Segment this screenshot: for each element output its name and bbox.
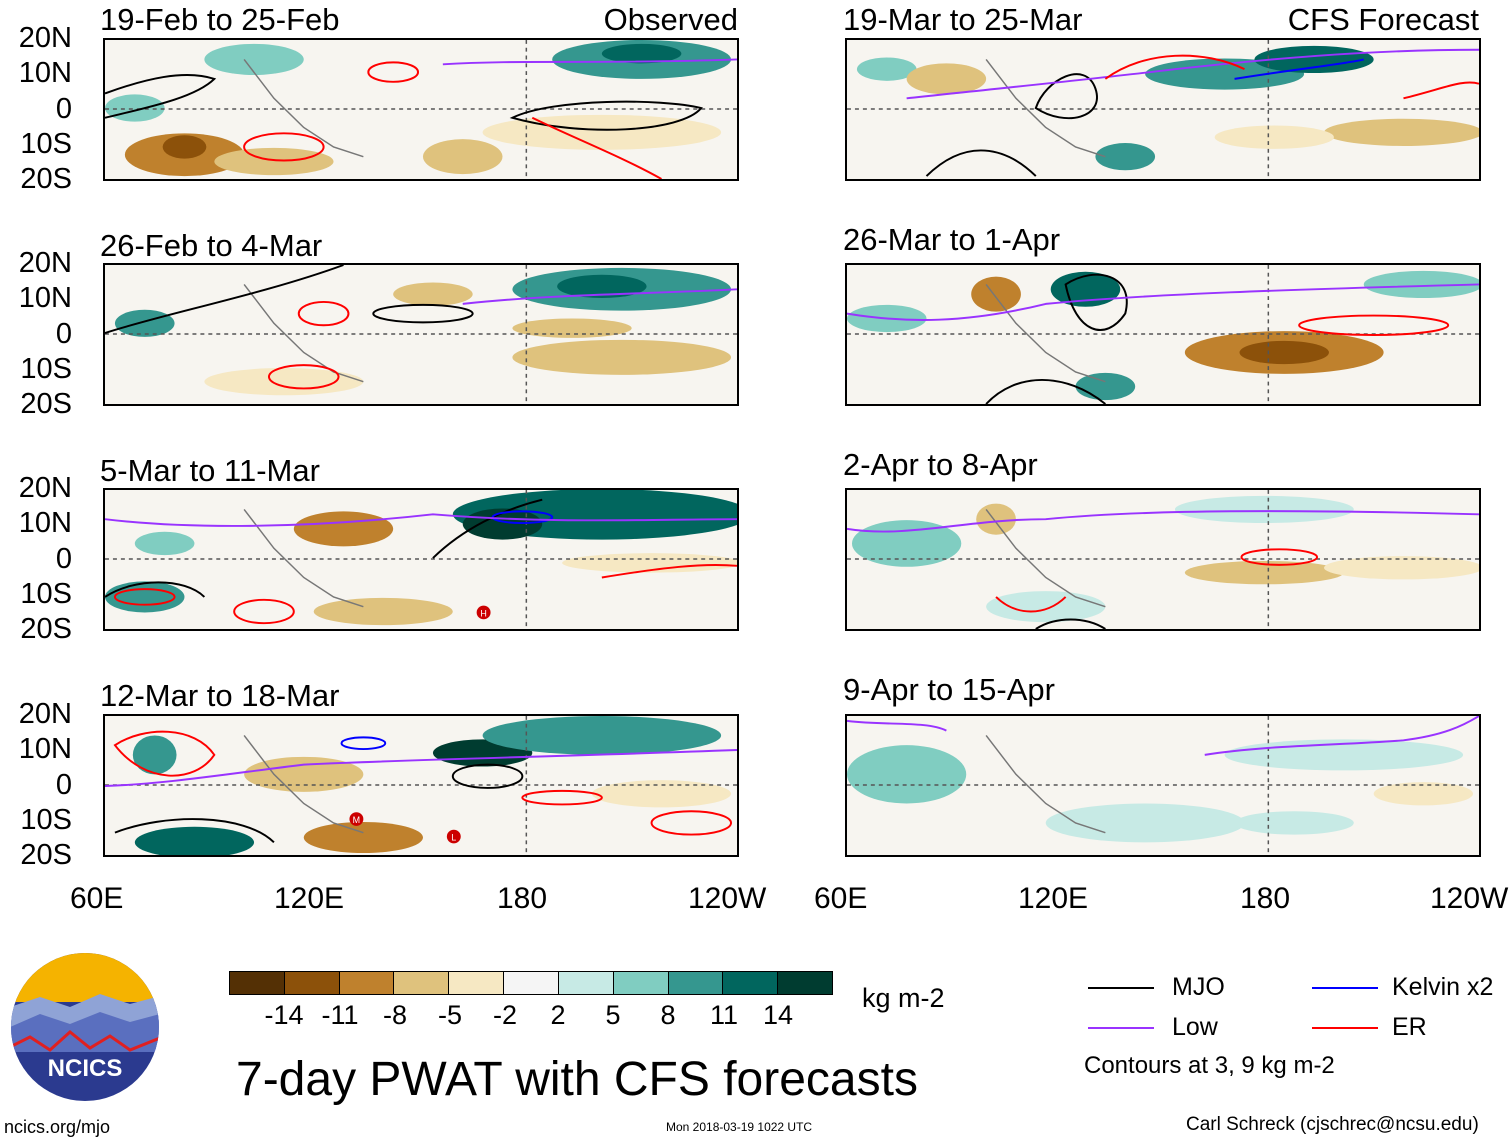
lat-label: 10S xyxy=(20,578,72,610)
colorbar-cell xyxy=(339,972,395,994)
pwat-anomaly-map: H xyxy=(105,490,737,629)
panel-title: 2-Apr to 8-Apr xyxy=(843,447,1038,482)
lon-label: 120W xyxy=(1430,882,1509,915)
page-title: 7-day PWAT with CFS forecasts xyxy=(236,1053,918,1106)
legend-swatch-mjo xyxy=(1088,987,1154,989)
lat-label: 20N xyxy=(18,247,72,279)
legend-label-er: ER xyxy=(1392,1013,1427,1041)
colorbar-label: 14 xyxy=(762,1000,794,1030)
panel-title: 9-Apr to 15-Apr xyxy=(843,672,1055,707)
panel-title: 5-Mar to 11-Mar xyxy=(100,453,320,488)
panel-title: 26-Feb to 4-Mar xyxy=(100,228,323,263)
panel-tag-cfs-forecast: CFS Forecast xyxy=(1287,2,1479,37)
lat-label: 20N xyxy=(18,22,72,54)
map-plot xyxy=(845,263,1481,406)
lat-label: 10S xyxy=(20,804,72,836)
lon-label: 60E xyxy=(814,882,868,915)
pwat-anomaly-map xyxy=(847,716,1479,855)
colorbar-label: -14 xyxy=(264,1000,304,1030)
lon-label: 60E xyxy=(70,882,124,915)
map-plot xyxy=(845,488,1481,631)
ncics-logo: NCICS xyxy=(11,953,159,1101)
panel-tag-observed: Observed xyxy=(603,2,738,37)
pwat-anomaly-map xyxy=(847,40,1479,179)
footer-timestamp: Mon 2018-03-19 1022 UTC xyxy=(666,1120,813,1134)
colorbar-label: -8 xyxy=(382,1000,407,1030)
lon-label: 180 xyxy=(1240,882,1291,915)
colorbar-label: 8 xyxy=(660,1000,676,1030)
map-plot xyxy=(845,714,1481,857)
lat-label: 10N xyxy=(18,507,72,539)
map-plot xyxy=(103,38,739,181)
colorbar-label: 2 xyxy=(550,1000,566,1030)
lat-label: 20S xyxy=(20,839,72,871)
tc-marker-label: M xyxy=(353,815,360,825)
colorbar-cell xyxy=(449,972,505,994)
pwat-anomaly-map xyxy=(105,40,737,179)
colorbar-label: -5 xyxy=(437,1000,462,1030)
lon-label: 120E xyxy=(1018,882,1089,915)
lat-label: 10S xyxy=(20,353,72,385)
tc-marker-label: H xyxy=(480,608,486,618)
lat-label: 20S xyxy=(20,163,72,195)
lat-label: 10S xyxy=(20,128,72,160)
map-plot: H xyxy=(103,488,739,631)
lat-label: 10N xyxy=(18,733,72,765)
map-plot: M L xyxy=(103,714,739,857)
legend-label-low: Low xyxy=(1172,1013,1218,1041)
lat-label: 10N xyxy=(18,282,72,314)
lat-label: 0 xyxy=(55,93,72,125)
lat-label: 20N xyxy=(18,472,72,504)
legend-swatch-low xyxy=(1088,1027,1154,1029)
lon-label: 120W xyxy=(688,882,767,915)
colorbar-cell xyxy=(778,972,832,994)
lat-label: 20S xyxy=(20,388,72,420)
tc-marker-h-icon xyxy=(476,605,491,620)
map-plot xyxy=(103,263,739,406)
contour-note: Contours at 3, 9 kg m-2 xyxy=(1084,1052,1335,1079)
colorbar-label: -2 xyxy=(492,1000,517,1030)
colorbar-cell xyxy=(284,972,340,994)
colorbar-label: 5 xyxy=(605,1000,621,1030)
legend-swatch-er xyxy=(1312,1027,1378,1029)
tc-marker-m-icon xyxy=(349,812,364,826)
lon-label: 120E xyxy=(274,882,345,915)
pwat-anomaly-map xyxy=(847,265,1479,404)
footer-url[interactable]: ncics.org/mjo xyxy=(4,1117,111,1137)
panel-title: 12-Mar to 18-Mar xyxy=(100,678,340,713)
lon-label: 180 xyxy=(497,882,548,915)
colorbar-label: 11 xyxy=(709,1000,739,1030)
colorbar-cell xyxy=(668,972,724,994)
pwat-anomaly-map: M L xyxy=(105,716,737,855)
pwat-anomaly-map xyxy=(847,490,1479,629)
colorbar-cell xyxy=(230,972,285,994)
lat-label: 0 xyxy=(55,318,72,350)
lat-label: 20N xyxy=(18,698,72,730)
colorbar-cell xyxy=(723,972,779,994)
panel-title: 19-Mar to 25-Mar xyxy=(843,2,1083,37)
colorbar-units: kg m-2 xyxy=(862,983,945,1013)
lat-label: 0 xyxy=(55,769,72,801)
legend-label-kelvin: Kelvin x2 xyxy=(1392,973,1494,1001)
legend-swatch-kelvin xyxy=(1312,987,1378,989)
lat-label: 0 xyxy=(55,543,72,575)
colorbar-cell xyxy=(504,972,559,994)
colorbar-label: -11 xyxy=(321,1000,359,1030)
map-plot xyxy=(845,38,1481,181)
footer-author: Carl Schreck (cjschrec@ncsu.edu) xyxy=(1186,1114,1479,1135)
tc-marker-l-icon xyxy=(446,829,461,844)
logo-text: NCICS xyxy=(48,1055,123,1082)
legend-label-mjo: MJO xyxy=(1172,973,1225,1001)
panel-title: 26-Mar to 1-Apr xyxy=(843,222,1061,257)
lat-label: 10N xyxy=(18,57,72,89)
pwat-anomaly-map xyxy=(105,265,737,404)
tc-marker-label: L xyxy=(451,833,456,843)
colorbar xyxy=(229,971,833,995)
colorbar-cell xyxy=(613,972,669,994)
lat-label: 20S xyxy=(20,613,72,645)
panel-title: 19-Feb to 25-Feb xyxy=(100,2,340,37)
colorbar-cell xyxy=(558,972,614,994)
colorbar-cell xyxy=(394,972,450,994)
